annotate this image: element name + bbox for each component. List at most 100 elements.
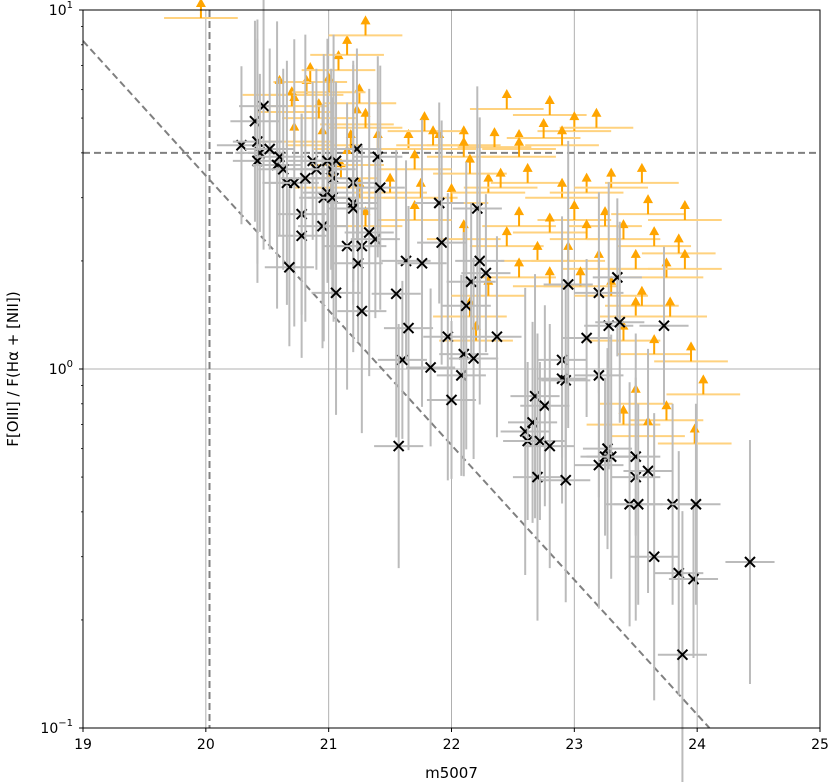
- detection-point: [441, 162, 491, 450]
- lower-limit-point: [500, 240, 575, 262]
- limit-arrow-head: [403, 129, 414, 139]
- limit-arrow-head: [501, 226, 512, 236]
- lower-limit-point: [490, 162, 565, 184]
- detection-point: [449, 257, 499, 459]
- y-tick-label: 101: [49, 0, 73, 19]
- limit-arrow-head: [661, 257, 672, 267]
- lower-limit-point: [512, 94, 587, 116]
- detection-marker-stroke: [648, 551, 660, 563]
- detection-marker-stroke: [491, 331, 503, 343]
- lower-limit-point: [387, 111, 462, 133]
- lower-limit-point: [598, 248, 673, 270]
- detection-point: [671, 403, 721, 605]
- detection-point: [500, 287, 550, 576]
- detection-marker-stroke: [744, 556, 756, 568]
- limit-arrow-head: [569, 200, 580, 210]
- x-tick-label: 21: [320, 737, 338, 753]
- lower-limit-point: [568, 206, 642, 228]
- axis-ticks: 19 20 21 22 23 24 25 101 100 10−1: [40, 0, 828, 753]
- lower-limit-point: [433, 153, 507, 175]
- limit-arrow-head: [522, 162, 533, 172]
- limit-arrow-head: [581, 172, 592, 182]
- detection-point: [515, 362, 565, 521]
- detection-marker-stroke: [642, 465, 654, 477]
- lower-limit-point: [641, 233, 716, 255]
- detection-point: [562, 259, 612, 417]
- detection-point: [510, 274, 560, 519]
- limit-arrow-head: [679, 248, 690, 258]
- lower-limit-point: [512, 212, 587, 234]
- limit-arrow-head: [606, 167, 617, 177]
- lower-limit-point: [328, 15, 403, 37]
- limit-arrow-head: [544, 212, 555, 222]
- detection-point: [414, 102, 464, 304]
- detection-point: [725, 439, 775, 685]
- lower-limit-point: [353, 172, 427, 194]
- detection-marker-stroke: [534, 435, 546, 447]
- limit-arrow-head: [673, 233, 684, 243]
- detection-point: [452, 86, 502, 331]
- limit-arrow-head: [501, 88, 512, 98]
- detection-marker-stroke: [283, 261, 296, 274]
- detection-marker-stroke: [614, 316, 626, 328]
- limit-arrow-head: [360, 107, 371, 117]
- lower-limit-point: [617, 334, 692, 356]
- detection-point: [512, 333, 563, 621]
- detection-marker-stroke: [356, 305, 368, 317]
- y-tick-label: 10−1: [40, 718, 73, 737]
- limit-arrow-head: [569, 111, 580, 121]
- detection-marker-stroke: [539, 400, 551, 412]
- limit-arrow-head: [342, 34, 353, 44]
- lower-limit-point: [611, 194, 685, 216]
- lower-limit-point: [605, 162, 679, 184]
- detection-point: [639, 246, 689, 405]
- detection-marker-stroke: [460, 300, 472, 312]
- limit-arrow-head: [514, 136, 525, 146]
- detection-point: [623, 348, 673, 594]
- x-tick-label: 20: [197, 737, 215, 753]
- detection-marker-stroke: [424, 361, 437, 374]
- limit-arrow-head: [600, 206, 611, 216]
- lower-limit-point: [549, 172, 624, 194]
- detection-point: [584, 182, 634, 470]
- detection-marker-stroke: [474, 255, 486, 267]
- detection-marker-stroke: [390, 288, 402, 300]
- limit-arrow-head: [661, 400, 672, 410]
- limit-arrow-head: [538, 118, 549, 128]
- detection-point: [238, 0, 289, 250]
- detection-marker-stroke: [416, 257, 428, 269]
- detection-point: [355, 65, 405, 310]
- detection-point: [592, 198, 642, 357]
- detection-marker-stroke: [445, 394, 458, 406]
- detection-marker-stroke: [658, 320, 670, 332]
- limit-arrow-head: [428, 125, 439, 135]
- limit-arrow-head: [458, 219, 469, 229]
- x-axis-label: m5007: [425, 764, 478, 782]
- limit-arrow-head: [360, 206, 371, 216]
- limit-arrow-head: [464, 153, 475, 163]
- limit-arrow-head: [544, 94, 555, 104]
- limit-arrow-head: [636, 162, 647, 172]
- x-tick-label: 19: [74, 737, 92, 753]
- lower-limit-point: [525, 125, 599, 147]
- detection-point: [328, 64, 378, 353]
- detection-point: [254, 77, 305, 236]
- detection-point: [472, 236, 522, 438]
- detection-point: [377, 280, 427, 439]
- x-tick-label: 22: [443, 737, 461, 753]
- detection-point: [582, 348, 633, 550]
- lower-limit-point: [482, 206, 556, 228]
- detection-point: [371, 150, 421, 438]
- limit-arrow-head: [557, 177, 568, 187]
- detection-marker-stroke: [402, 322, 415, 334]
- detection-marker-stroke: [560, 474, 572, 486]
- limit-arrow-head: [286, 86, 297, 96]
- limit-arrow-head: [544, 266, 555, 276]
- limit-arrow-head: [618, 219, 629, 229]
- lower-limit-point: [648, 248, 722, 270]
- x-tick-label: 25: [811, 737, 829, 753]
- lower-limit-point: [559, 107, 634, 129]
- detection-marker-stroke: [562, 278, 574, 291]
- detection-marker-stroke: [363, 226, 375, 239]
